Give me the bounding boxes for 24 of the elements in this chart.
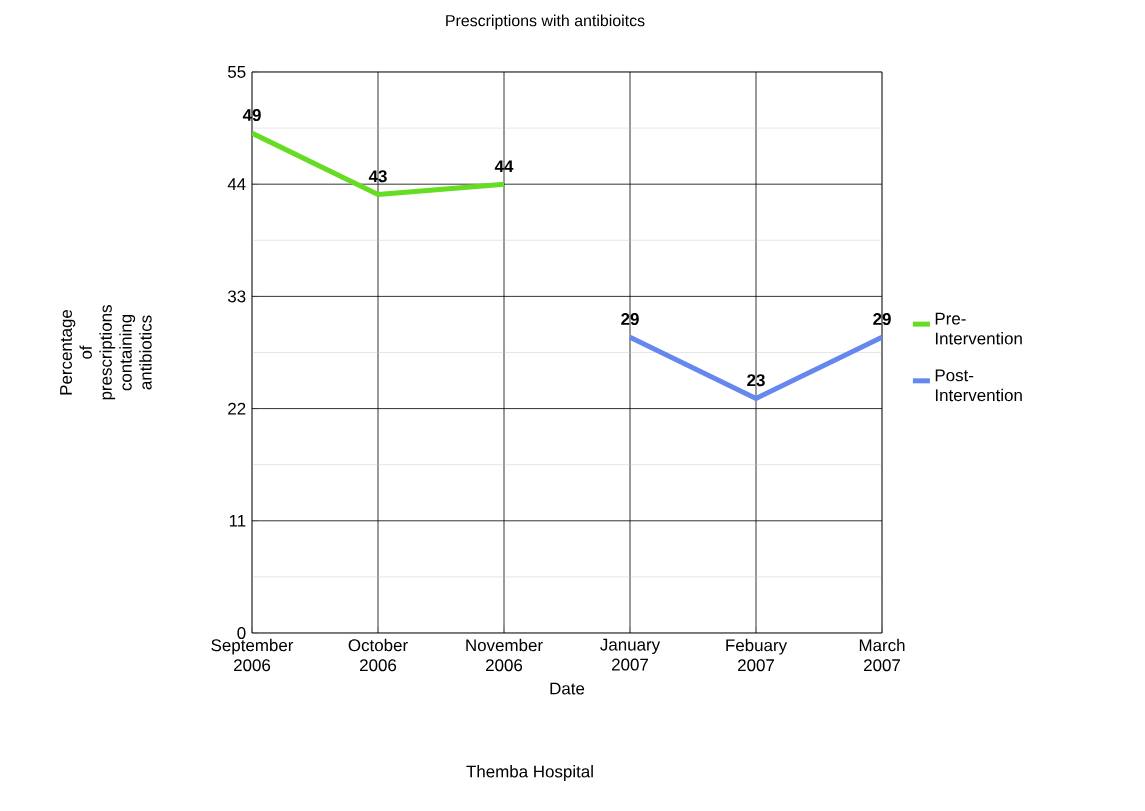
y-tick-label: 11 (229, 514, 246, 527)
x-tick-label: Febuary 2007 (726, 638, 788, 672)
x-tick-label: September 2006 (211, 638, 294, 672)
data-label: 43 (368, 170, 387, 183)
data-label: 29 (621, 313, 639, 326)
data-label: 23 (747, 374, 765, 387)
x-tick-label: November 2006 (466, 638, 543, 672)
text: Themba Hospital (466, 765, 593, 781)
x-axis-title: Date (550, 682, 585, 695)
y-axis-title: Percentage of prescriptions containing antibiotics (60, 305, 152, 400)
y-tick-label: 55 (228, 66, 246, 78)
y-tick-label: 22 (228, 402, 246, 415)
chart-title: Prescriptions with antibioitcs (446, 14, 645, 30)
y-tick-label: 33 (227, 290, 246, 303)
x-tick-label: March 2007 (859, 638, 905, 672)
x-tick-label: January 2007 (600, 638, 661, 671)
y-tick-label: 0 (237, 626, 246, 639)
legend-label: Pre-Intervention (935, 312, 1022, 345)
legend-label: Post-Intervention (935, 369, 1022, 402)
data-label: 49 (242, 109, 261, 122)
y-tick-label: 44 (227, 178, 246, 191)
x-tick-label: October 2006 (348, 638, 408, 672)
data-label: 29 (873, 313, 891, 326)
data-label: 44 (494, 160, 514, 173)
